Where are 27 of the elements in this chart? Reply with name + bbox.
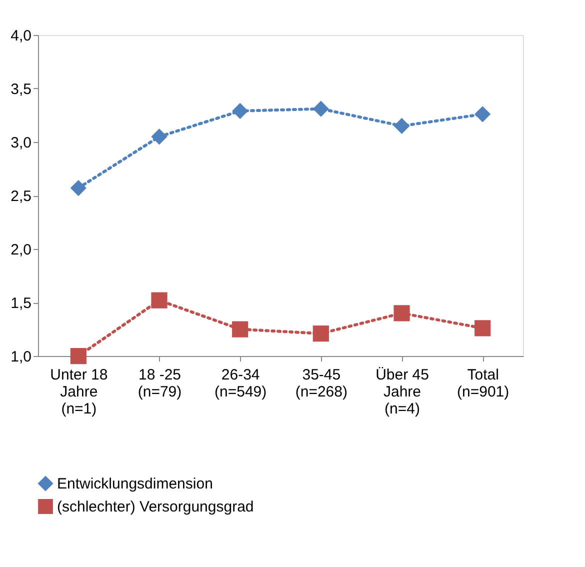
- x-tick-label: 35-45 (n=268): [295, 366, 348, 400]
- x-tick-label: Unter 18 Jahre (n=1): [50, 366, 108, 418]
- x-tick-label: Über 45 Jahre (n=4): [376, 366, 429, 418]
- point: [151, 128, 168, 145]
- point: [474, 320, 491, 336]
- point: [474, 106, 491, 122]
- y-tick-label: 2,5: [10, 188, 32, 205]
- y-tick-label: 1,0: [10, 348, 32, 366]
- legend-label: Entwicklungsdimension: [57, 476, 213, 492]
- point: [394, 305, 410, 322]
- y-tick-label: 1,5: [10, 295, 32, 312]
- x-tick-label: 18 -25 (n=79): [138, 366, 182, 400]
- y-tick-label: 2,0: [10, 242, 32, 258]
- y-tick-label: 4,0: [10, 28, 32, 44]
- y-tick-label: 3,0: [10, 134, 32, 152]
- x-tick-label: 26-34 (n=549): [214, 366, 267, 400]
- legend-label: (schlechter) Versorgungsgrad: [57, 498, 254, 516]
- point: [70, 180, 86, 196]
- point: [232, 321, 248, 338]
- point: [312, 100, 329, 117]
- point: [70, 348, 86, 364]
- point: [151, 292, 168, 308]
- point: [232, 102, 248, 120]
- x-tick-label: Total (n=901): [457, 366, 510, 400]
- point: [312, 325, 329, 342]
- y-tick-label: 3,5: [10, 81, 32, 98]
- point: [394, 118, 410, 134]
